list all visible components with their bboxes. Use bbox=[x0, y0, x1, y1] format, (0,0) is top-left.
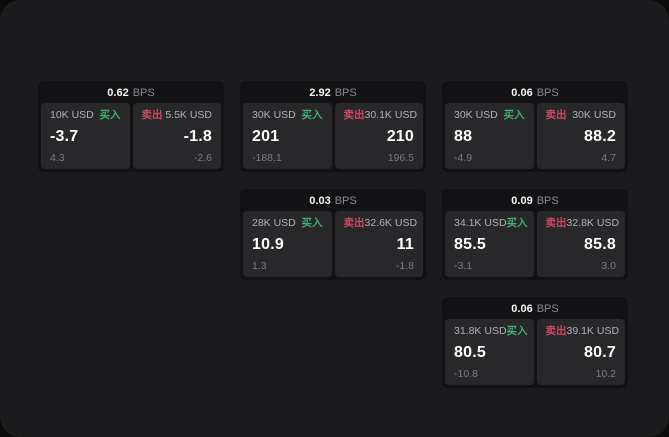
sell-price: 11 bbox=[396, 235, 414, 253]
sell-size-label: 30K USD bbox=[572, 109, 616, 121]
buy-side-label: 买入 bbox=[99, 109, 121, 121]
bps-value: 2.92 bbox=[309, 87, 331, 99]
buy-delta: -188.1 bbox=[252, 151, 282, 164]
buy-price: 80.5 bbox=[454, 343, 486, 361]
buy-side-label: 买入 bbox=[506, 217, 528, 229]
buy-delta: -3.1 bbox=[454, 259, 473, 272]
card-header: 0.09 BPS bbox=[445, 192, 625, 211]
sell-delta: 10.2 bbox=[595, 367, 616, 380]
buy-size-label: 30K USD bbox=[454, 109, 498, 121]
sell-side-label: 卖出 bbox=[141, 109, 163, 121]
buy-tile[interactable]: 34.1K USD 买入 85.5 -3.1 bbox=[445, 211, 534, 277]
card-header: 0.06 BPS bbox=[445, 84, 625, 103]
buy-delta: -10.8 bbox=[454, 367, 478, 380]
sell-tile[interactable]: 卖出 39.1K USD 80.7 10.2 bbox=[536, 319, 625, 385]
card-header: 0.03 BPS bbox=[243, 192, 423, 211]
bps-unit-label: BPS bbox=[334, 87, 357, 99]
bps-value: 0.62 bbox=[107, 87, 129, 99]
sell-tile[interactable]: 卖出 30.1K USD 210 196.5 bbox=[334, 103, 423, 169]
quote-card: 0.06 BPS 31.8K USD 买入 80.5 -10.8 卖出 39.1… bbox=[442, 297, 628, 388]
bps-unit-label: BPS bbox=[536, 195, 559, 207]
sell-price: 88.2 bbox=[584, 127, 616, 145]
sell-size-label: 32.6K USD bbox=[364, 217, 418, 229]
buy-side-label: 买入 bbox=[506, 325, 528, 337]
sell-side-label: 卖出 bbox=[343, 109, 365, 121]
buy-price: 88 bbox=[454, 127, 473, 145]
tile-row: 30K USD 买入 88 -4.9 卖出 30K USD 88.2 4.7 bbox=[445, 103, 625, 169]
sell-tile[interactable]: 卖出 5.5K USD -1.8 -2.6 bbox=[132, 103, 221, 169]
sell-delta: 3.0 bbox=[601, 259, 616, 272]
buy-side-label: 买入 bbox=[301, 109, 323, 121]
buy-size-label: 10K USD bbox=[50, 109, 94, 121]
buy-tile[interactable]: 10K USD 买入 -3.7 4.3 bbox=[41, 103, 130, 169]
sell-side-label: 卖出 bbox=[545, 217, 567, 229]
sell-size-label: 32.8K USD bbox=[566, 217, 620, 229]
buy-tile[interactable]: 28K USD 买入 10.9 1.3 bbox=[243, 211, 332, 277]
buy-price: 85.5 bbox=[454, 235, 486, 253]
bps-unit-label: BPS bbox=[536, 87, 559, 99]
card-header: 2.92 BPS bbox=[243, 84, 423, 103]
sell-tile[interactable]: 卖出 30K USD 88.2 4.7 bbox=[536, 103, 625, 169]
sell-price: 85.8 bbox=[584, 235, 616, 253]
buy-side-label: 买入 bbox=[503, 109, 525, 121]
card-header: 0.62 BPS bbox=[41, 84, 221, 103]
card-header: 0.06 BPS bbox=[445, 300, 625, 319]
sell-side-label: 卖出 bbox=[343, 217, 365, 229]
sell-price: 80.7 bbox=[584, 343, 616, 361]
buy-size-label: 34.1K USD bbox=[454, 217, 507, 229]
buy-tile[interactable]: 30K USD 买入 88 -4.9 bbox=[445, 103, 534, 169]
sell-side-label: 卖出 bbox=[545, 325, 567, 337]
sell-size-label: 30.1K USD bbox=[364, 109, 418, 121]
tile-row: 31.8K USD 买入 80.5 -10.8 卖出 39.1K USD 80.… bbox=[445, 319, 625, 385]
buy-tile[interactable]: 30K USD 买入 201 -188.1 bbox=[243, 103, 332, 169]
buy-price: 201 bbox=[252, 127, 280, 145]
buy-size-label: 30K USD bbox=[252, 109, 296, 121]
buy-price: 10.9 bbox=[252, 235, 284, 253]
sell-delta: 196.5 bbox=[387, 151, 414, 164]
tile-row: 34.1K USD 买入 85.5 -3.1 卖出 32.8K USD 85.8… bbox=[445, 211, 625, 277]
buy-delta: 4.3 bbox=[50, 151, 65, 164]
bps-value: 0.06 bbox=[511, 87, 533, 99]
quote-grid: 0.62 BPS 10K USD 买入 -3.7 4.3 卖出 5.5K USD bbox=[38, 81, 628, 388]
bps-value: 0.03 bbox=[309, 195, 331, 207]
sell-tile[interactable]: 卖出 32.8K USD 85.8 3.0 bbox=[536, 211, 625, 277]
quote-card: 0.03 BPS 28K USD 买入 10.9 1.3 卖出 32.6K US… bbox=[240, 189, 426, 280]
bps-unit-label: BPS bbox=[536, 303, 559, 315]
sell-delta: 4.7 bbox=[601, 151, 616, 164]
bps-value: 0.06 bbox=[511, 303, 533, 315]
bps-value: 0.09 bbox=[511, 195, 533, 207]
quote-card: 0.62 BPS 10K USD 买入 -3.7 4.3 卖出 5.5K USD bbox=[38, 81, 224, 172]
tile-row: 28K USD 买入 10.9 1.3 卖出 32.6K USD 11 -1.8 bbox=[243, 211, 423, 277]
buy-delta: 1.3 bbox=[252, 259, 267, 272]
sell-delta: -1.8 bbox=[395, 259, 414, 272]
sell-size-label: 5.5K USD bbox=[165, 109, 212, 121]
quote-card: 0.06 BPS 30K USD 买入 88 -4.9 卖出 30K USD bbox=[442, 81, 628, 172]
sell-delta: -2.6 bbox=[193, 151, 212, 164]
buy-size-label: 28K USD bbox=[252, 217, 296, 229]
sell-side-label: 卖出 bbox=[545, 109, 567, 121]
bps-unit-label: BPS bbox=[132, 87, 155, 99]
quote-card: 2.92 BPS 30K USD 买入 201 -188.1 卖出 30.1K … bbox=[240, 81, 426, 172]
tile-row: 30K USD 买入 201 -188.1 卖出 30.1K USD 210 1… bbox=[243, 103, 423, 169]
sell-size-label: 39.1K USD bbox=[566, 325, 620, 337]
buy-size-label: 31.8K USD bbox=[454, 325, 507, 337]
bps-unit-label: BPS bbox=[334, 195, 357, 207]
buy-tile[interactable]: 31.8K USD 买入 80.5 -10.8 bbox=[445, 319, 534, 385]
sell-price: -1.8 bbox=[183, 127, 212, 145]
buy-delta: -4.9 bbox=[454, 151, 473, 164]
tile-row: 10K USD 买入 -3.7 4.3 卖出 5.5K USD -1.8 -2.… bbox=[41, 103, 221, 169]
sell-tile[interactable]: 卖出 32.6K USD 11 -1.8 bbox=[334, 211, 423, 277]
buy-price: -3.7 bbox=[50, 127, 79, 145]
quote-card: 0.09 BPS 34.1K USD 买入 85.5 -3.1 卖出 32.8K… bbox=[442, 189, 628, 280]
buy-side-label: 买入 bbox=[301, 217, 323, 229]
sell-price: 210 bbox=[386, 127, 414, 145]
